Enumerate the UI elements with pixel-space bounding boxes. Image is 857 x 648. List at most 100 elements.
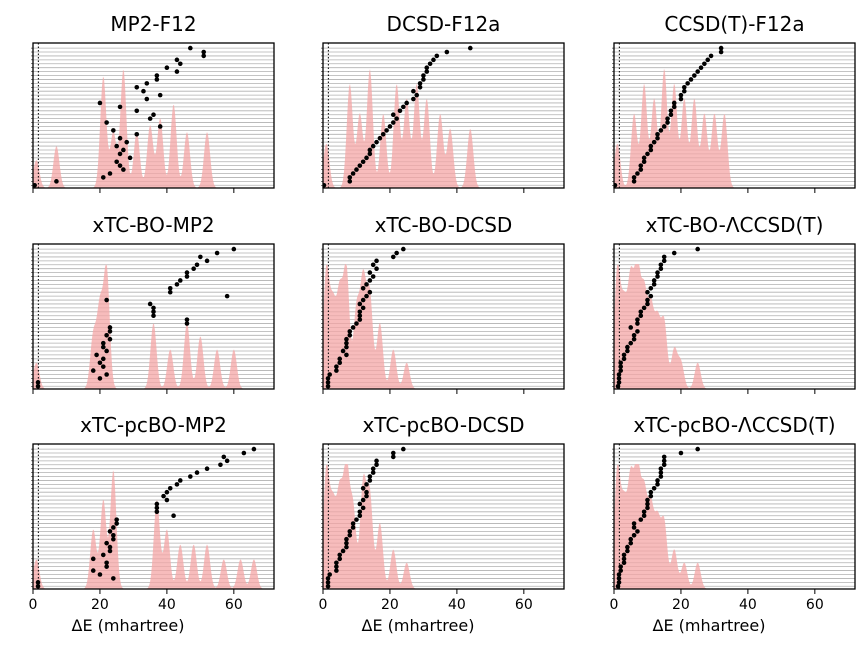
data-point xyxy=(370,274,376,279)
data-point xyxy=(638,309,644,315)
data-point xyxy=(117,151,123,157)
data-point xyxy=(658,474,664,479)
data-point xyxy=(167,485,173,491)
data-point xyxy=(631,521,637,526)
data-point xyxy=(645,505,650,511)
data-point xyxy=(100,356,106,362)
data-point xyxy=(651,282,657,287)
data-point xyxy=(618,364,623,369)
data-point xyxy=(191,266,196,271)
data-point xyxy=(147,116,153,121)
axes-frame xyxy=(613,243,856,390)
data-point xyxy=(616,580,622,585)
data-point xyxy=(90,368,96,373)
data-point xyxy=(661,124,667,129)
data-point xyxy=(641,155,647,161)
data-point xyxy=(327,372,332,377)
data-point xyxy=(625,344,630,350)
data-point xyxy=(194,470,200,475)
x-axis-label: ΔE (mhartree) xyxy=(362,616,475,635)
data-point xyxy=(661,258,667,264)
panel-title: CCSD(T)-F12a xyxy=(664,12,804,36)
data-point xyxy=(616,576,622,581)
data-point xyxy=(100,340,106,346)
data-point xyxy=(201,49,207,55)
data-point xyxy=(618,360,623,366)
data-point xyxy=(104,297,109,303)
data-point xyxy=(658,266,664,271)
data-point xyxy=(360,159,366,165)
data-point xyxy=(90,556,96,562)
data-point xyxy=(641,159,647,165)
axes-frame xyxy=(322,443,565,590)
data-point xyxy=(638,517,644,522)
axes-frame xyxy=(322,42,565,189)
x-tick-label: 0 xyxy=(319,597,328,613)
data-point xyxy=(401,246,406,252)
data-point xyxy=(334,368,339,373)
data-point xyxy=(631,175,637,180)
data-point xyxy=(344,536,349,542)
data-point xyxy=(323,182,327,188)
data-point xyxy=(641,305,647,311)
data-point xyxy=(424,65,430,70)
data-point xyxy=(618,368,623,373)
data-point xyxy=(625,548,630,554)
data-point xyxy=(367,289,373,295)
data-point xyxy=(645,289,650,295)
data-point xyxy=(685,81,690,86)
data-point xyxy=(117,163,123,168)
data-point xyxy=(370,143,376,149)
data-point xyxy=(337,556,343,562)
x-axis-label: ΔE (mhartree) xyxy=(72,616,185,635)
data-point xyxy=(414,92,420,98)
data-point xyxy=(221,454,227,460)
axes-frame xyxy=(613,443,856,590)
data-point xyxy=(104,564,109,569)
data-point xyxy=(658,128,664,133)
data-point xyxy=(645,501,650,507)
data-point xyxy=(201,53,207,59)
data-point xyxy=(695,446,700,452)
data-point xyxy=(678,92,684,98)
data-point xyxy=(692,73,697,78)
data-point xyxy=(97,572,103,577)
data-point xyxy=(360,305,366,311)
data-point xyxy=(231,246,237,252)
data-point xyxy=(661,254,667,260)
data-point xyxy=(638,313,644,319)
panel-9: xTC-pcBO-ΛCCSD(T) 0 20 40 60 ΔE (mhartree) xyxy=(610,413,856,635)
data-point xyxy=(161,493,166,499)
data-point xyxy=(347,179,353,184)
data-point xyxy=(114,143,119,149)
data-point xyxy=(631,336,637,342)
data-point xyxy=(621,552,627,558)
data-point xyxy=(107,325,113,330)
error-density xyxy=(614,68,855,188)
data-point xyxy=(184,321,190,326)
data-point xyxy=(364,282,369,287)
panel-5: xTC-BO-DCSD xyxy=(321,213,565,394)
x-tick-label: 40 xyxy=(739,597,757,613)
data-point xyxy=(678,450,684,456)
panel-title: xTC-pcBO-DCSD xyxy=(362,413,524,437)
data-point xyxy=(35,580,41,585)
data-point xyxy=(661,462,667,468)
x-axis-label: ΔE (mhartree) xyxy=(653,616,766,635)
data-point xyxy=(658,470,664,475)
x-tick-label: 20 xyxy=(672,597,690,613)
panel-title: MP2-F12 xyxy=(110,12,196,36)
data-point xyxy=(394,250,399,256)
axes-frame xyxy=(613,42,856,189)
data-point xyxy=(124,139,130,145)
data-point xyxy=(364,489,369,495)
data-point xyxy=(141,88,146,94)
data-point xyxy=(417,81,423,86)
data-point xyxy=(144,96,150,102)
data-point xyxy=(174,482,180,487)
data-point xyxy=(360,297,366,303)
data-point xyxy=(325,383,331,389)
error-density xyxy=(614,264,855,389)
data-point xyxy=(360,505,366,511)
data-point xyxy=(628,540,634,546)
